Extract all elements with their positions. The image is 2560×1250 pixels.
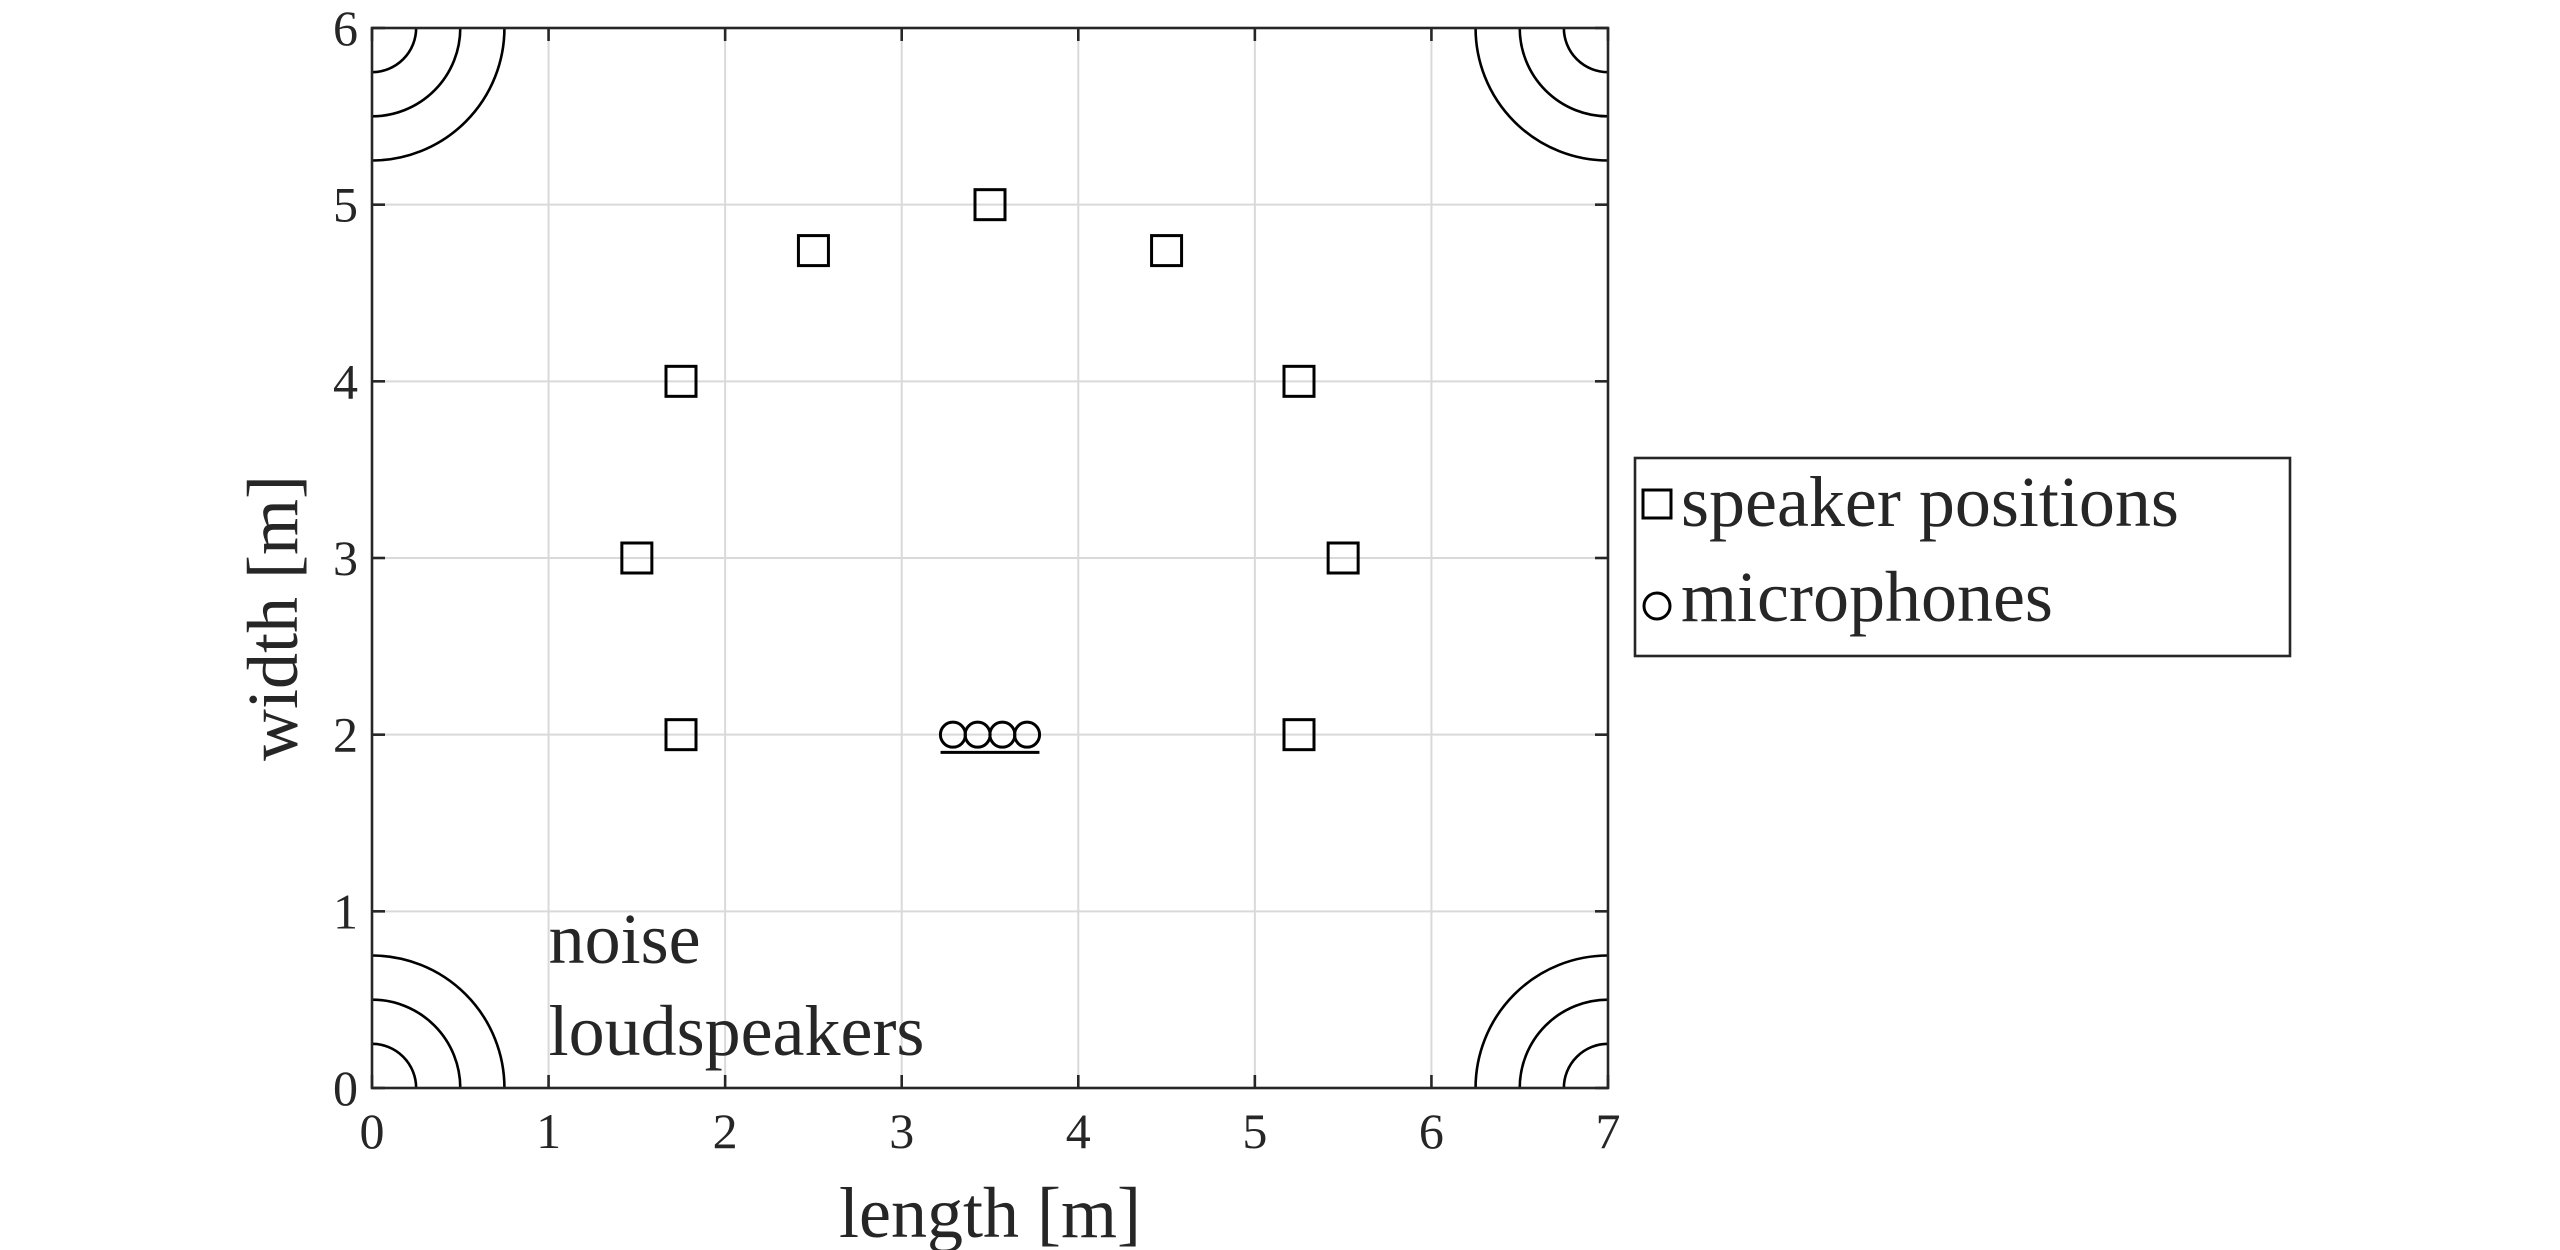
noise-loudspeaker-arc — [1562, 27, 1609, 74]
y-tick-label: 6 — [333, 0, 358, 56]
noise-loudspeakers-annotation: noise loudspeakers — [549, 899, 925, 1071]
legend: speaker positions microphones — [1633, 456, 2292, 658]
noise-loudspeaker-arc — [371, 27, 506, 162]
noise-loudspeaker-arcs — [371, 27, 1609, 1089]
y-tick-label: 1 — [333, 883, 358, 939]
legend-entry-speaker-positions: speaker positions — [1681, 462, 2179, 542]
noise-loudspeaker-arc — [371, 954, 506, 1089]
noise-loudspeaker-arc — [371, 1042, 418, 1089]
speaker-position-marker — [1282, 364, 1316, 398]
x-axis-label: length [m] — [839, 1173, 1141, 1250]
legend-circle-marker — [1642, 591, 1672, 621]
annotation-line-1: noise — [549, 899, 701, 979]
annotation-line-2: loudspeakers — [549, 991, 925, 1071]
speaker-position-marker — [620, 541, 654, 575]
noise-loudspeaker-arc — [1474, 27, 1609, 162]
speaker-position-marker — [664, 364, 698, 398]
legend-box — [1633, 456, 2292, 658]
x-tick-label: 3 — [889, 1103, 914, 1159]
noise-loudspeaker-arc — [1474, 954, 1609, 1089]
x-tick-label: 7 — [1596, 1103, 1621, 1159]
speaker-position-marker — [1150, 234, 1184, 268]
noise-loudspeaker-arc — [371, 998, 462, 1089]
x-tick-label: 4 — [1066, 1103, 1091, 1159]
y-tick-label: 5 — [333, 177, 358, 233]
legend-entry-microphones: microphones — [1681, 557, 2053, 637]
ticks — [370, 26, 1610, 1090]
y-tick-label: 2 — [333, 707, 358, 763]
x-tick-label: 1 — [536, 1103, 561, 1159]
noise-loudspeaker-arc — [371, 27, 462, 118]
x-tick-label: 5 — [1242, 1103, 1267, 1159]
data-markers — [620, 188, 1360, 752]
microphone-marker — [1013, 720, 1042, 749]
y-tick-label: 3 — [333, 530, 358, 586]
x-tick-label: 0 — [360, 1103, 385, 1159]
noise-loudspeaker-arc — [1518, 27, 1609, 118]
grid — [372, 28, 1608, 1088]
speaker-position-marker — [973, 188, 1007, 222]
noise-loudspeaker-arc — [371, 27, 418, 74]
noise-loudspeaker-arc — [1562, 1042, 1609, 1089]
noise-loudspeaker-arc — [1518, 998, 1609, 1089]
speaker-position-marker — [1282, 718, 1316, 752]
y-tick-label: 0 — [333, 1060, 358, 1116]
speaker-position-marker — [796, 234, 830, 268]
speaker-position-marker — [1326, 541, 1360, 575]
legend-square-marker — [1641, 488, 1673, 520]
y-axis-label: width [m] — [233, 475, 313, 761]
speaker-position-marker — [664, 718, 698, 752]
x-tick-label: 2 — [713, 1103, 738, 1159]
tick-labels: 0 1 2 3 4 5 6 7 0 1 2 3 4 5 6 — [333, 0, 1621, 1159]
y-tick-label: 4 — [333, 353, 358, 409]
x-tick-label: 6 — [1419, 1103, 1444, 1159]
